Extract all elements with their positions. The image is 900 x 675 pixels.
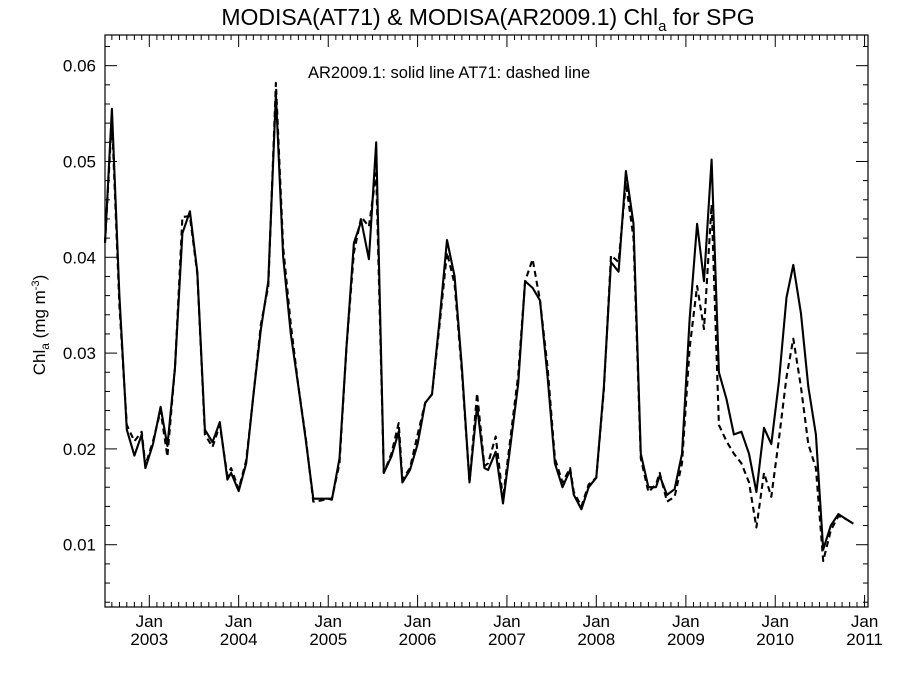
x-tick-label-year: 2008 <box>577 630 615 649</box>
chart-title: MODISA(AT71) & MODISA(AR2009.1) Chla for… <box>221 4 754 35</box>
y-tick-label: 0.06 <box>63 57 96 76</box>
x-tick-label-month: Jan <box>315 612 342 631</box>
series-layer <box>103 81 854 563</box>
x-tick-label-month: Jan <box>762 612 789 631</box>
y-tick-label: 0.04 <box>63 248 96 267</box>
x-tick-label-month: Jan <box>404 612 431 631</box>
y-tick-label: 0.01 <box>63 536 96 555</box>
chart-title-tail: for SPG <box>666 4 754 30</box>
y-axis-label-close: ) <box>30 275 49 281</box>
chart-title-main: MODISA(AT71) & MODISA(AR2009.1) Chl <box>221 4 658 30</box>
y-tick-label: 0.02 <box>63 440 96 459</box>
y-tick-label: 0.03 <box>63 344 96 363</box>
x-tick-label-month: Jan <box>851 612 878 631</box>
x-tick-label-month: Jan <box>225 612 252 631</box>
chart-title-subscript: a <box>658 18 667 35</box>
y-axis-label-unit: (mg m <box>30 290 49 343</box>
x-tick-label-year: 2007 <box>488 630 526 649</box>
x-axis: Jan2003Jan2004Jan2005Jan2006Jan2007Jan20… <box>111 35 883 649</box>
y-axis-label-main: Chl <box>30 350 49 376</box>
svg-text:Chla (mg m-3): Chla (mg m-3) <box>30 275 52 376</box>
x-tick-label-month: Jan <box>493 612 520 631</box>
svg-text:MODISA(AT71) & MODISA(AR2009.1: MODISA(AT71) & MODISA(AR2009.1) Chla for… <box>221 4 754 35</box>
y-axis-label-subscript: a <box>38 343 52 350</box>
x-tick-label-year: 2009 <box>667 630 705 649</box>
x-tick-label-year: 2004 <box>220 630 258 649</box>
x-tick-label-year: 2010 <box>756 630 794 649</box>
y-axis-label: Chla (mg m-3) <box>30 275 52 376</box>
x-tick-label-year: 2003 <box>130 630 168 649</box>
plot-frame <box>104 34 869 608</box>
y-axis: 0.01 0.02 0.03 0.04 0.05 0.06 <box>63 45 868 603</box>
x-tick-label-month: Jan <box>672 612 699 631</box>
series-style-annotation: AR2009.1: solid line AT71: dashed line <box>308 64 590 82</box>
series-line-at71 <box>103 81 854 563</box>
x-tick-label-month: Jan <box>583 612 610 631</box>
y-axis-label-superscript: -3 <box>30 280 42 290</box>
x-tick-label-year: 2011 <box>846 630 883 649</box>
x-tick-label-year: 2006 <box>399 630 437 649</box>
y-tick-label: 0.05 <box>63 152 96 171</box>
x-tick-label-year: 2005 <box>309 630 347 649</box>
x-tick-label-month: Jan <box>136 612 163 631</box>
series-line-ar2009-1 <box>103 93 854 551</box>
